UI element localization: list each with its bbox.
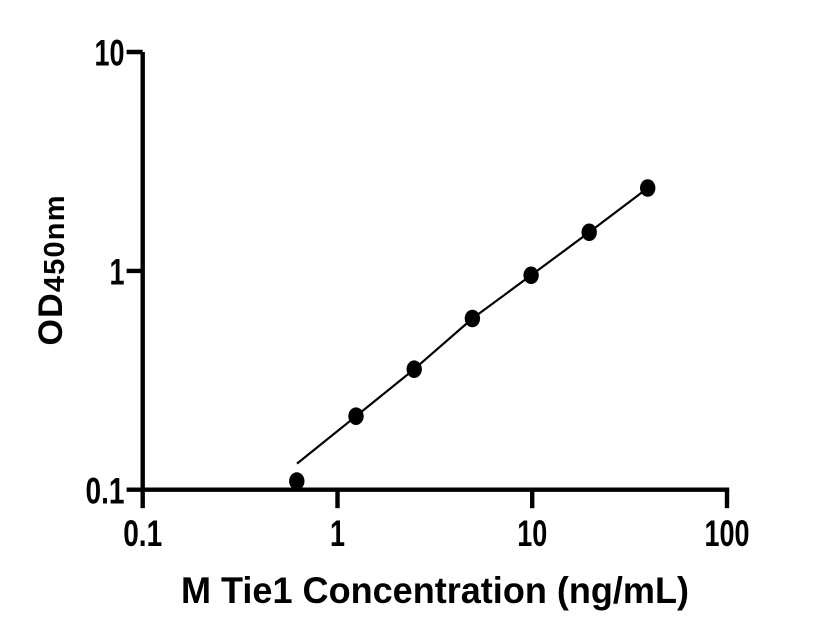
svg-text:1: 1 (330, 513, 345, 554)
svg-text:10: 10 (95, 33, 125, 74)
svg-text:10: 10 (517, 513, 547, 554)
svg-text:100: 100 (705, 513, 750, 554)
svg-text:OD450nm: OD450nm (32, 196, 71, 346)
svg-text:M Tie1 Concentration (ng/mL): M Tie1 Concentration (ng/mL) (181, 570, 689, 611)
svg-text:0.1: 0.1 (123, 513, 162, 554)
svg-text:0.1: 0.1 (86, 471, 125, 512)
svg-text:1: 1 (110, 252, 125, 293)
